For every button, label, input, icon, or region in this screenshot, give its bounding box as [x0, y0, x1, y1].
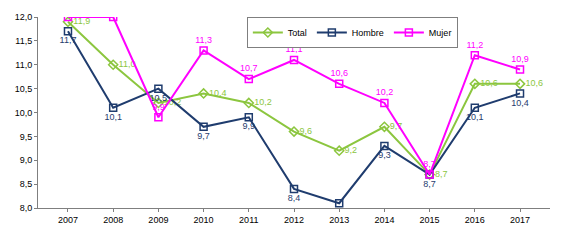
svg-text:10,7: 10,7 — [240, 63, 258, 73]
svg-text:12,0: 12,0 — [15, 12, 33, 22]
svg-text:8,7: 8,7 — [435, 169, 448, 179]
svg-text:10,5: 10,5 — [15, 84, 33, 94]
svg-text:10,9: 10,9 — [511, 54, 529, 64]
svg-text:9,6: 9,6 — [299, 126, 312, 136]
svg-text:10,1: 10,1 — [104, 112, 122, 122]
svg-text:2007: 2007 — [58, 215, 78, 225]
svg-text:2015: 2015 — [420, 215, 440, 225]
svg-text:10,6: 10,6 — [525, 78, 543, 88]
svg-text:9,3: 9,3 — [378, 150, 391, 160]
svg-text:10,1: 10,1 — [466, 112, 484, 122]
svg-text:8,0: 8,0 — [20, 203, 33, 213]
svg-text:9,7: 9,7 — [197, 131, 210, 141]
svg-text:Hombre: Hombre — [352, 28, 384, 38]
svg-text:10,2: 10,2 — [376, 87, 394, 97]
svg-text:11,7: 11,7 — [60, 35, 77, 45]
svg-text:9,0: 9,0 — [20, 155, 33, 165]
svg-text:Total: Total — [288, 28, 307, 38]
svg-text:10,4: 10,4 — [209, 88, 227, 98]
svg-text:9,2: 9,2 — [345, 145, 358, 155]
svg-text:10,0: 10,0 — [15, 108, 33, 118]
svg-text:9,9: 9,9 — [152, 102, 165, 112]
svg-text:9,7: 9,7 — [390, 121, 403, 131]
svg-text:Mujer: Mujer — [429, 28, 452, 38]
svg-text:11,9: 11,9 — [73, 17, 90, 26]
svg-text:8,4: 8,4 — [288, 193, 301, 203]
svg-text:10,2: 10,2 — [254, 97, 272, 107]
svg-text:2012: 2012 — [284, 215, 304, 225]
svg-text:8,7: 8,7 — [423, 159, 436, 169]
svg-text:10,2: 10,2 — [164, 97, 182, 107]
svg-text:11,2: 11,2 — [466, 40, 483, 50]
svg-text:11,3: 11,3 — [195, 35, 212, 45]
svg-text:2010: 2010 — [194, 215, 214, 225]
svg-text:10,5: 10,5 — [150, 93, 168, 103]
svg-text:8,5: 8,5 — [20, 179, 33, 189]
svg-text:11,1: 11,1 — [285, 44, 303, 55]
svg-text:10,4: 10,4 — [511, 98, 529, 108]
svg-text:11,5: 11,5 — [15, 36, 32, 46]
svg-text:9,5: 9,5 — [20, 132, 33, 142]
svg-text:2011: 2011 — [239, 215, 258, 225]
svg-text:2013: 2013 — [329, 215, 349, 225]
svg-text:11,0: 11,0 — [119, 59, 136, 69]
svg-text:8,1: 8,1 — [333, 207, 346, 208]
svg-text:2016: 2016 — [465, 215, 485, 225]
svg-text:2008: 2008 — [103, 215, 123, 225]
svg-text:8,7: 8,7 — [423, 179, 436, 189]
svg-text:9,9: 9,9 — [243, 121, 256, 131]
svg-text:11,0: 11,0 — [15, 60, 32, 70]
svg-text:2017: 2017 — [510, 215, 530, 225]
svg-text:10,6: 10,6 — [330, 68, 348, 78]
svg-text:2014: 2014 — [374, 215, 394, 225]
svg-text:2009: 2009 — [148, 215, 168, 225]
svg-text:10,6: 10,6 — [480, 78, 498, 88]
